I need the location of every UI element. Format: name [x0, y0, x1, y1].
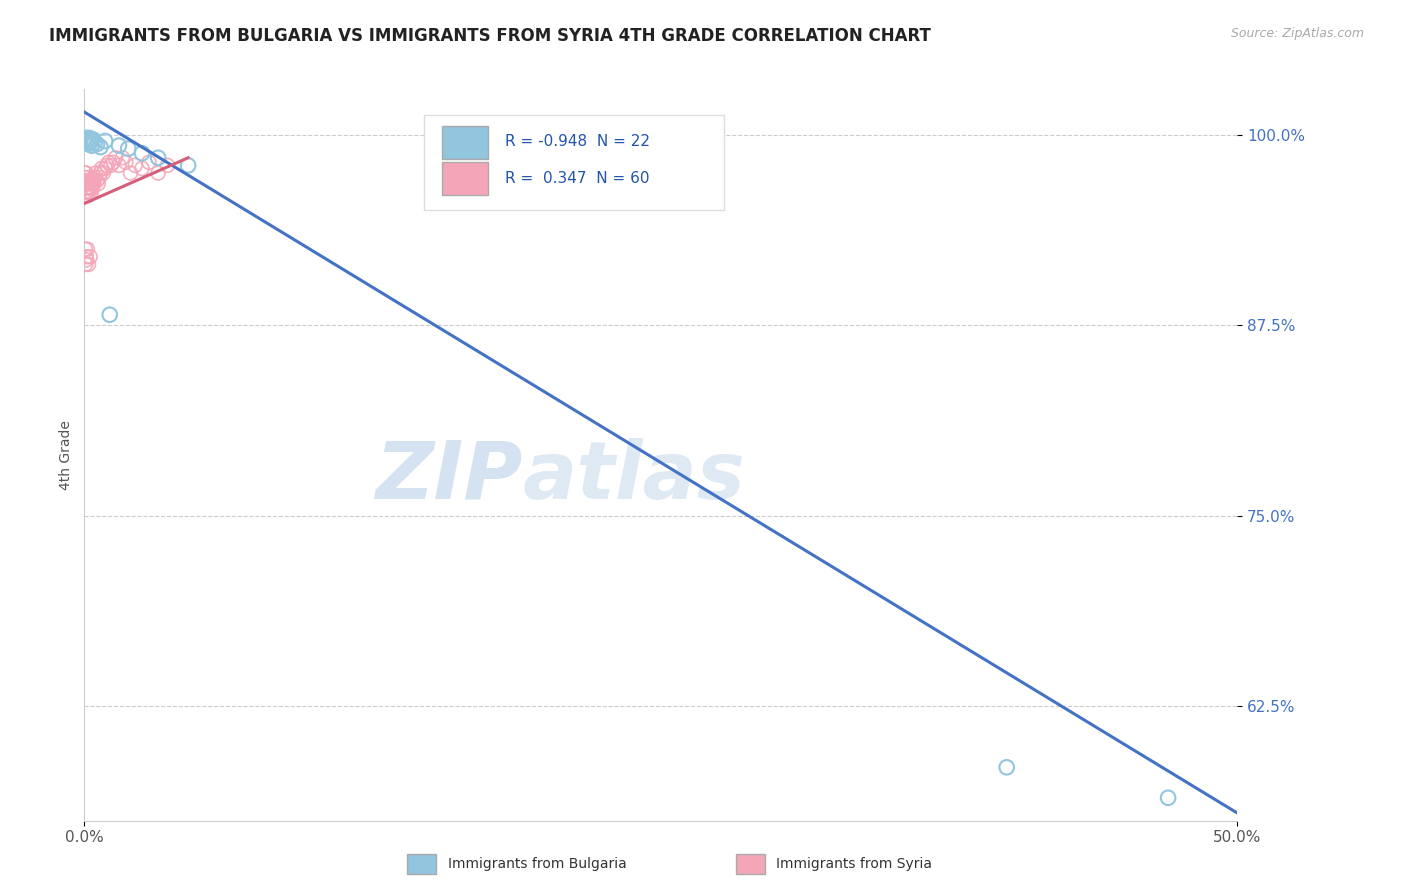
FancyBboxPatch shape — [425, 115, 724, 210]
FancyBboxPatch shape — [408, 854, 436, 874]
Point — [80, 173, 103, 188]
Y-axis label: 4th Grade: 4th Grade — [59, 420, 73, 490]
FancyBboxPatch shape — [735, 854, 765, 874]
Point — [77, 173, 100, 188]
Point — [89, 166, 111, 180]
Text: ZIP: ZIP — [375, 438, 523, 516]
Point — [79, 173, 101, 188]
Point — [80, 134, 103, 148]
Text: atlas: atlas — [523, 438, 745, 516]
Point — [76, 132, 98, 146]
Point — [90, 161, 112, 176]
Point — [76, 173, 98, 188]
Point — [138, 155, 160, 169]
Point — [124, 158, 146, 172]
Point — [82, 177, 104, 191]
Point — [103, 155, 124, 169]
Point — [1157, 790, 1180, 805]
Point — [73, 177, 96, 191]
Point — [156, 158, 179, 172]
Point — [75, 170, 97, 185]
Point — [76, 242, 98, 256]
Point — [111, 151, 134, 165]
Point — [82, 132, 104, 146]
Point — [77, 177, 100, 191]
Text: IMMIGRANTS FROM BULGARIA VS IMMIGRANTS FROM SYRIA 4TH GRADE CORRELATION CHART: IMMIGRANTS FROM BULGARIA VS IMMIGRANTS F… — [49, 27, 931, 45]
Point — [76, 170, 98, 185]
Point — [80, 138, 103, 153]
Point — [91, 166, 114, 180]
Point — [96, 158, 118, 172]
Point — [98, 308, 121, 322]
Point — [86, 173, 108, 188]
Point — [94, 134, 117, 148]
Point — [108, 158, 131, 172]
Point — [104, 151, 127, 165]
Point — [76, 134, 98, 148]
Point — [177, 158, 200, 172]
Point — [77, 181, 100, 195]
Point — [75, 131, 97, 145]
Point — [79, 136, 101, 150]
Point — [94, 161, 117, 176]
Point — [131, 161, 153, 176]
Point — [89, 140, 111, 154]
Point — [108, 138, 131, 153]
Point — [76, 252, 98, 267]
FancyBboxPatch shape — [441, 162, 488, 195]
Point — [75, 177, 97, 191]
Point — [97, 155, 120, 169]
Point — [84, 166, 107, 180]
Point — [120, 166, 142, 180]
Point — [76, 181, 98, 195]
Point — [77, 136, 100, 151]
Point — [117, 142, 139, 156]
Point — [75, 136, 97, 150]
Point — [80, 186, 103, 200]
Point — [83, 136, 105, 150]
Text: Source: ZipAtlas.com: Source: ZipAtlas.com — [1230, 27, 1364, 40]
Point — [79, 177, 101, 191]
Point — [76, 177, 98, 191]
Point — [87, 177, 110, 191]
Point — [79, 181, 101, 195]
Point — [77, 184, 100, 198]
Point — [100, 158, 122, 172]
Point — [77, 173, 100, 188]
Point — [80, 177, 103, 191]
Point — [79, 181, 101, 195]
Point — [84, 170, 107, 185]
Text: R =  0.347  N = 60: R = 0.347 N = 60 — [505, 171, 650, 186]
Point — [75, 166, 97, 180]
Point — [75, 250, 97, 264]
Point — [77, 257, 100, 271]
Point — [75, 173, 97, 188]
Point — [995, 760, 1018, 774]
Point — [76, 186, 98, 200]
Point — [89, 170, 111, 185]
Point — [75, 257, 97, 271]
Point — [75, 242, 97, 256]
Point — [131, 146, 153, 161]
Point — [146, 151, 169, 165]
Point — [75, 184, 97, 198]
Point — [146, 166, 169, 180]
Point — [76, 189, 98, 203]
Point — [77, 181, 100, 195]
Point — [82, 181, 104, 195]
Point — [73, 166, 96, 180]
Text: R = -0.948  N = 22: R = -0.948 N = 22 — [505, 135, 650, 149]
Text: Immigrants from Bulgaria: Immigrants from Bulgaria — [447, 857, 626, 871]
Point — [83, 173, 105, 188]
Point — [79, 250, 101, 264]
Point — [86, 136, 108, 151]
FancyBboxPatch shape — [441, 126, 488, 159]
Point — [79, 131, 101, 145]
Point — [115, 155, 138, 169]
Text: Immigrants from Syria: Immigrants from Syria — [776, 857, 932, 871]
Point — [75, 181, 97, 195]
